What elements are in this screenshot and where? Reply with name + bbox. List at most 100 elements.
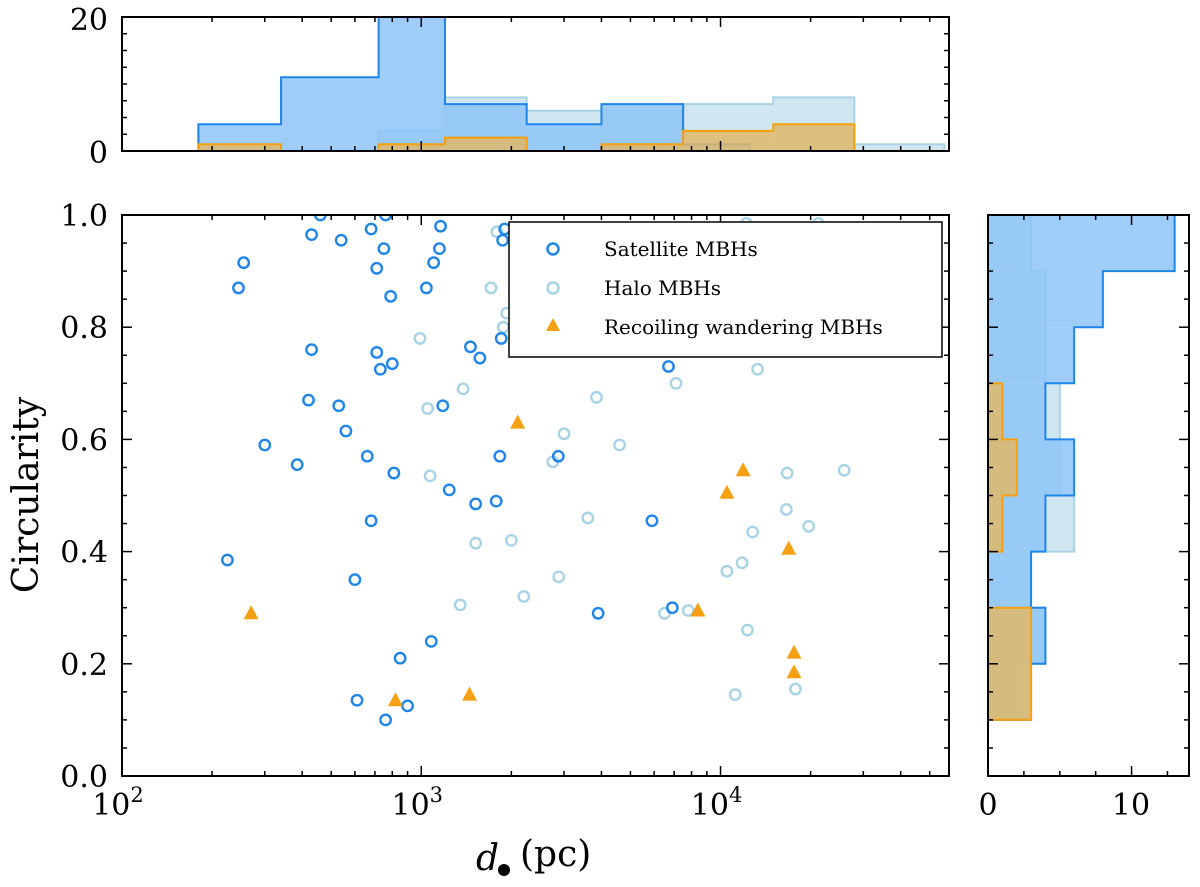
right-x-tick-label-0: 0 [978,788,997,823]
right-hist-bar-satellite [988,327,1075,384]
right-hist-bar-recoil [988,663,1032,720]
point-satellite [442,483,456,497]
x-axis-title-symbol: d [476,838,499,879]
right-hist-bar-satellite [988,215,1175,272]
point-satellite [258,438,272,452]
point-satellite [387,466,401,480]
point-halo [802,519,816,533]
point-satellite [424,634,438,648]
point-halo [423,469,437,483]
point-satellite [379,713,392,727]
point-halo [780,503,793,516]
point-recoil [387,692,403,707]
point-recoil [781,540,797,555]
y-tick-label: 0.8 [60,311,108,346]
point-satellite [433,242,446,256]
point-halo [681,604,695,617]
right-hist-outline-recoil [988,382,1033,721]
top-hist-bar-recoil [773,124,855,151]
main-scatter-plot: 102 103 104 0.0 0.2 0.4 0.6 0.8 1.0 Circularity… [6,199,950,879]
point-halo [453,598,467,612]
point-recoil [786,644,802,659]
point-halo [484,281,498,295]
point-halo [780,466,794,480]
top-hist-bar-satellite [601,104,684,151]
top-hist-bar-recoil [444,137,527,151]
point-halo [746,525,760,539]
top-hist-bar-halo [854,144,945,151]
top-hist-bar-satellite [378,17,445,151]
point-recoil [690,602,706,617]
point-satellite [434,219,447,233]
point-satellite [419,281,433,295]
right-hist-bar-recoil [988,495,1003,552]
point-halo [490,225,504,239]
point-satellite [290,458,304,472]
legend-label-recoil: Recoiling wandering MBHs [604,315,883,339]
point-satellite [220,553,234,567]
x-axis-title: d (pc) [476,834,591,879]
point-halo [837,463,851,477]
point-satellite [464,340,477,354]
x-tick-label: 102 [92,783,144,823]
point-halo [751,362,764,376]
y-tick-label: 0.6 [60,423,108,458]
point-satellite [339,424,353,438]
top-y-tick-label-0: 0 [89,136,108,171]
point-satellite [364,222,378,236]
point-satellite [237,256,251,270]
point-satellite [305,343,318,357]
point-recoil [462,686,478,701]
point-satellite [473,351,487,365]
top-hist-bar-recoil [198,144,282,151]
top-hist-bar-satellite [281,77,379,151]
point-satellite [494,332,508,345]
point-satellite [377,242,391,256]
point-satellite [360,449,374,463]
point-satellite [373,362,387,376]
point-halo [735,556,749,570]
top-y-tick-label-20: 20 [70,3,108,38]
legend-box [508,221,943,358]
top-hist-bar-recoil [378,144,445,151]
point-recoil [735,462,751,477]
point-halo [557,427,571,441]
legend: Satellite MBHs Halo MBHs Recoiling wande… [508,221,943,358]
point-satellite [469,497,483,511]
point-satellite [436,399,450,413]
top-hist-bar-recoil [601,144,684,151]
point-satellite [384,289,398,303]
point-halo [789,682,802,696]
point-recoil [243,605,259,620]
legend-label-halo: Halo MBHs [604,276,721,300]
point-halo [421,402,435,415]
point-satellite [496,233,510,247]
point-recoil [719,484,735,499]
top-hist-outline-recoil [197,123,856,151]
y-tick-label: 1.0 [60,199,108,234]
y-tick-label: 0.4 [60,536,108,571]
y-tick-label: 0.0 [60,760,108,795]
right-histogram: 0 10 [978,214,1190,823]
legend-marker-halo [546,281,560,295]
point-satellite [591,606,605,620]
point-recoil [786,664,802,679]
point-halo [469,536,483,550]
point-satellite [302,393,315,407]
point-halo [613,438,627,452]
point-halo [590,390,603,404]
point-satellite [645,514,659,528]
right-hist-bar-satellite [988,271,1103,328]
point-satellite [493,449,507,463]
point-halo [504,533,518,547]
bullet-subscript-icon [498,864,510,876]
right-hist-bar-recoil [988,607,1032,664]
y-axis-title: Circularity [6,396,47,593]
point-satellite [370,261,384,275]
legend-label-satellite: Satellite MBHs [604,237,758,261]
x-axis-title-unit: (pc) [520,834,591,875]
right-hist-bar-satellite [988,551,1032,608]
point-halo [728,688,742,702]
top-hist-bar-recoil [683,130,774,151]
